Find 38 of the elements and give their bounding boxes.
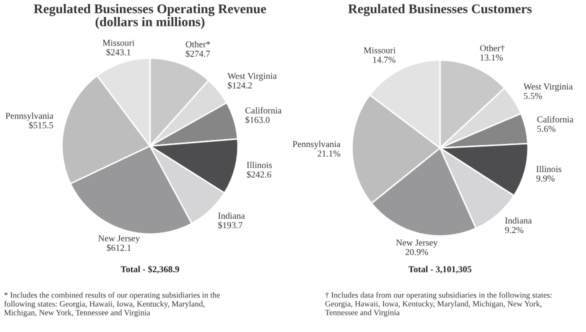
slice-label: Illinois — [536, 166, 562, 172]
data-label: 9.9% — [536, 175, 555, 182]
data-label: $193.7 — [218, 222, 242, 229]
text: * Includes the combined results of our operating subsidiaries in the following states: Georgia, Hawaii, Iowa, Kentucky, Maryland, Michigan, New York, Tennessee and Virginia — [4, 292, 220, 317]
slice-label: New Jersey — [396, 240, 438, 248]
slice-label: West Virginia — [227, 72, 277, 81]
chart-title: Regulated Businesses Operating Revenue (dollars in millions) — [34, 4, 266, 29]
data-label: $515.5 — [29, 122, 54, 129]
slice-label: California — [245, 107, 282, 114]
data-label: 21.1% — [318, 150, 340, 157]
data-label: $274.7 — [186, 50, 210, 58]
data-label: $612.1 — [106, 244, 131, 252]
slice-label: Other* — [186, 40, 210, 48]
data-label: $163.0 — [245, 116, 270, 124]
slice-label: Illinois — [246, 162, 272, 168]
slice-label: Pennsylvania — [6, 112, 54, 121]
data-label: $242.6 — [246, 170, 272, 178]
slice-label: West Virginia — [523, 83, 573, 92]
text: † Includes data from our operating subsidiaries in the following states: Georgia, Hawaii, Iowa, Kentucky, Maryland, Michigan, New York, Tennessee and Virginia — [325, 292, 552, 317]
chart-title: Regulated Businesses Customers — [348, 4, 532, 16]
slice-label: Missouri — [364, 47, 396, 54]
data-label: 5.6% — [537, 126, 556, 132]
slice-label: Missouri — [102, 40, 134, 46]
data-label: 9.2% — [505, 226, 524, 234]
data-label: 13.1% — [480, 54, 503, 61]
text: Total - $2,368.9 — [120, 266, 180, 274]
data-label: $243.1 — [106, 48, 130, 56]
data-label: $124.2 — [228, 82, 252, 90]
slice-label: Pennsylvania — [292, 140, 340, 150]
slice-label: Indiana — [218, 212, 245, 219]
slice-label: New Jersey — [98, 235, 140, 244]
data-label: 20.9% — [406, 249, 428, 256]
data-label: 14.7% — [373, 56, 396, 63]
data-label: 5.5% — [524, 92, 542, 100]
slice-label: Indiana — [505, 217, 532, 224]
slice-label: California — [537, 116, 574, 122]
text: Total - 3,101,305 — [408, 266, 472, 274]
slice-label: Other† — [480, 44, 505, 52]
